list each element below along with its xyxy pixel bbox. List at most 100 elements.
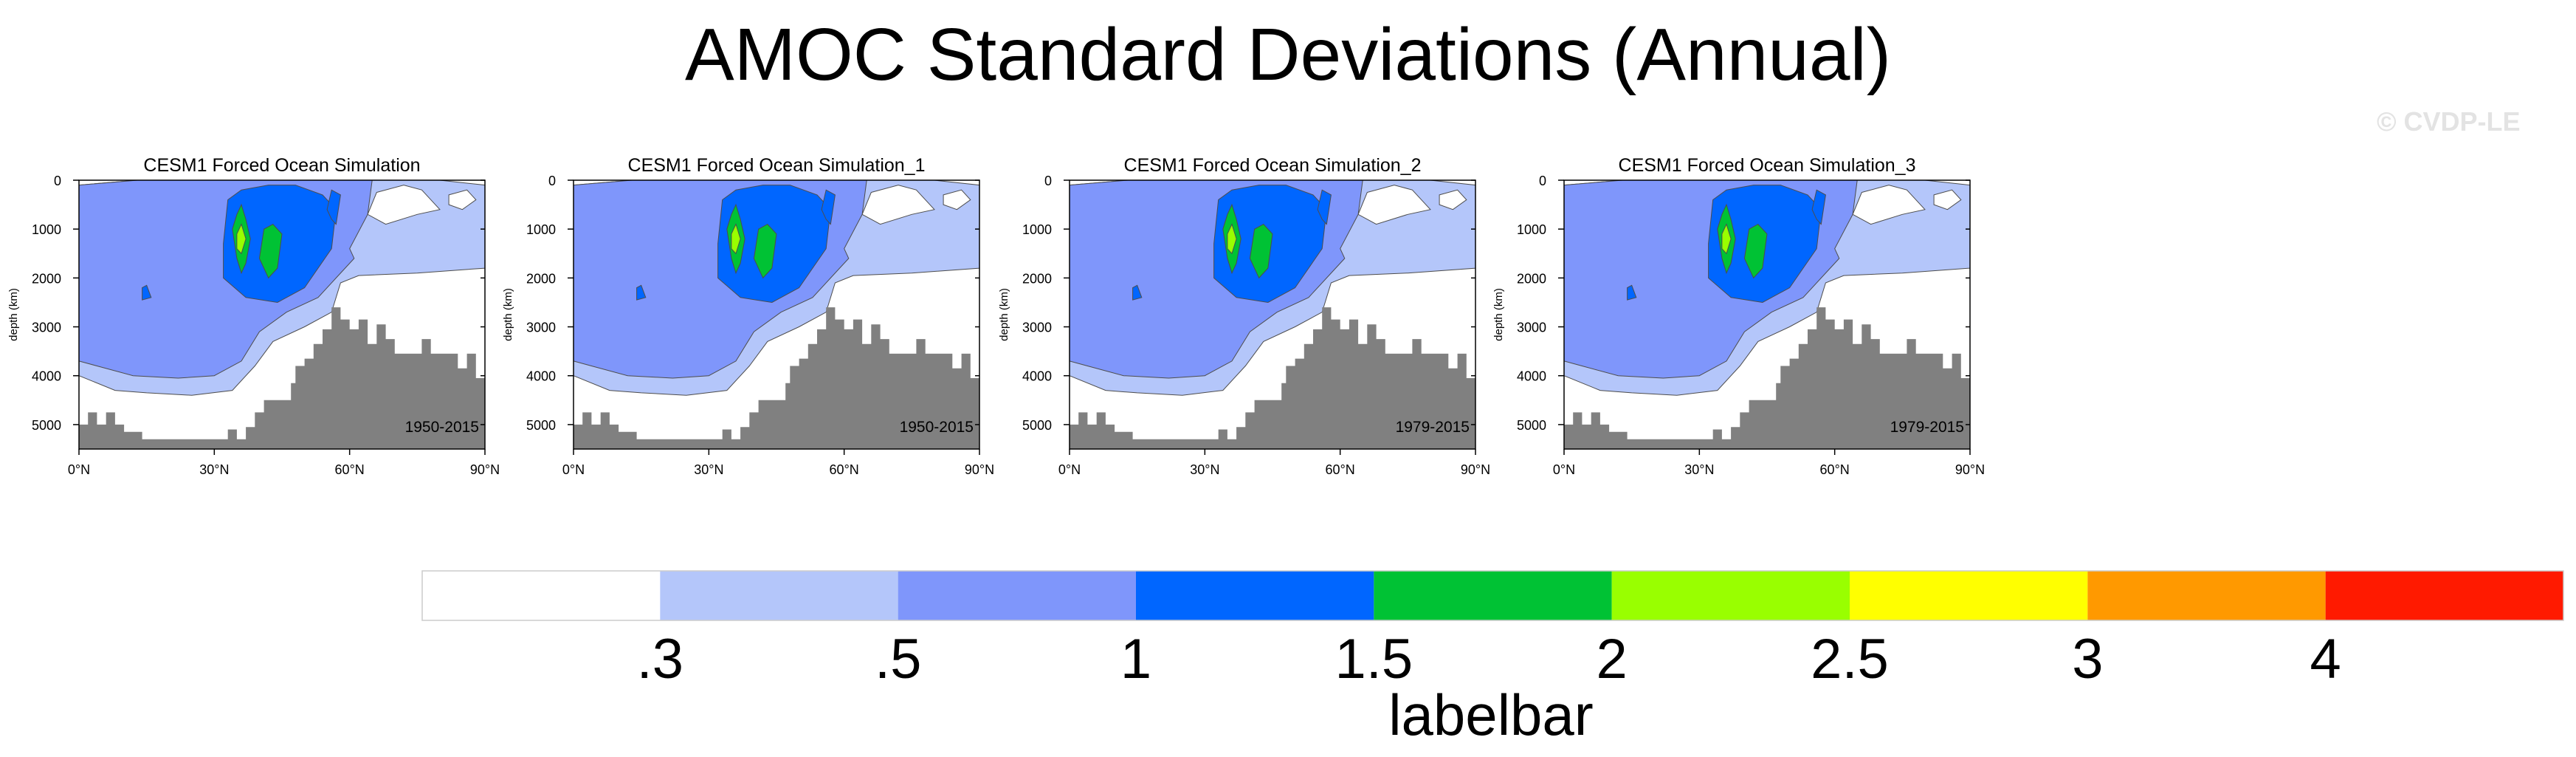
y-tick-label: 2000: [32, 271, 61, 286]
labelbar-box: [1136, 571, 1374, 620]
y-tick-label: 5000: [1517, 418, 1546, 433]
y-tick-label: 5000: [32, 418, 61, 433]
watermark: © CVDP-LE: [2377, 106, 2521, 137]
labelbar-frame: [421, 570, 2564, 621]
labelbar-tick-label: 2: [1597, 628, 1628, 691]
contour-band-1: [821, 189, 836, 225]
x-tick-label: 30°N: [1190, 462, 1219, 477]
panel-title: CESM1 Forced Ocean Simulation_2: [1124, 155, 1422, 176]
labelbar-box: [660, 571, 898, 620]
y-tick-label: 4000: [1022, 369, 1052, 384]
contour-band-2: [1721, 223, 1732, 255]
panel: CESM1 Forced Ocean Simulation_1 1950-2015…: [502, 155, 994, 477]
panel-title: CESM1 Forced Ocean Simulation_3: [1619, 155, 1916, 176]
contour-band-1: [1132, 284, 1143, 301]
y-tick-label: 0: [1044, 174, 1052, 188]
panel-title: CESM1 Forced Ocean Simulation_1: [628, 155, 926, 176]
x-tick-label: 30°N: [199, 462, 229, 477]
y-tick-label: 1000: [1517, 222, 1546, 237]
labelbar: .3 .5 1 1.5 2 2.5 3 4 labelbar: [421, 570, 2564, 747]
y-tick-label: 0: [54, 174, 61, 188]
contour-band-1: [142, 284, 152, 301]
contour-gap: [448, 189, 477, 210]
labelbar-tick-label: 3: [2072, 628, 2103, 691]
y-axis-label: depth (km): [998, 288, 1010, 341]
panel: CESM1 Forced Ocean Simulation_3 1979-2015…: [1492, 155, 1985, 477]
contour-gap: [861, 185, 935, 225]
land-bathymetry: [1070, 307, 1475, 449]
labelbar-tick-label: .3: [637, 628, 683, 691]
plot-frame: [1563, 179, 1971, 450]
period-label: 1979-2015: [1890, 419, 1964, 436]
contour-band-1.5: [1743, 223, 1768, 279]
panels: CESM1 Forced Ocean Simulation 1950-2015 0 1…: [7, 155, 1985, 477]
labelbar-box: [1611, 571, 1850, 620]
main-title: AMOC Standard Deviations (Annual): [684, 13, 1892, 96]
contour-gap: [1439, 189, 1467, 210]
labelbar-tick-label: 2.5: [1811, 628, 1889, 691]
y-axis-label: depth (km): [502, 288, 514, 341]
y-tick-label: 5000: [1022, 418, 1052, 433]
labelbar-tick-label: 1: [1120, 628, 1151, 691]
panel-title: CESM1 Forced Ocean Simulation: [143, 155, 420, 176]
x-tick-label: 60°N: [1820, 462, 1850, 477]
x-tick-label: 90°N: [1461, 462, 1490, 477]
labelbar-box: [1850, 571, 2088, 620]
y-axis-label: depth (km): [1492, 288, 1505, 341]
labelbar-tick-label: 4: [2310, 628, 2341, 691]
y-tick-label: 1000: [32, 222, 61, 237]
contour-band-2: [236, 223, 247, 255]
x-tick-label: 60°N: [335, 462, 365, 477]
panel: CESM1 Forced Ocean Simulation 1950-2015 0 1…: [7, 155, 500, 477]
contour-band-1: [326, 189, 341, 225]
panel: CESM1 Forced Ocean Simulation_2 1979-2015…: [998, 155, 1490, 477]
period-label: 1950-2015: [405, 419, 479, 436]
labelbar-title: labelbar: [1388, 682, 1594, 747]
labelbar-box: [2325, 571, 2563, 620]
land-bathymetry: [79, 307, 485, 449]
y-tick-label: 3000: [1022, 321, 1052, 335]
y-tick-label: 1000: [526, 222, 556, 237]
y-tick-label: 3000: [526, 321, 556, 335]
y-tick-label: 0: [1539, 174, 1546, 188]
x-tick-label: 0°N: [1058, 462, 1081, 477]
x-tick-label: 90°N: [965, 462, 994, 477]
y-tick-label: 0: [548, 174, 556, 188]
land-bathymetry: [574, 307, 979, 449]
x-tick-label: 30°N: [1684, 462, 1714, 477]
land-bathymetry: [1564, 307, 1970, 449]
contour-band-1: [1317, 189, 1332, 225]
contour-band-1: [1627, 284, 1637, 301]
contour-gap: [1357, 185, 1431, 225]
x-tick-label: 0°N: [1553, 462, 1575, 477]
x-tick-label: 0°N: [68, 462, 90, 477]
plot-frame: [573, 179, 980, 450]
contour-band-2: [731, 223, 741, 255]
y-tick-label: 2000: [1022, 271, 1052, 286]
labelbar-box: [422, 571, 661, 620]
contour-band-1.5: [1249, 223, 1273, 279]
y-tick-label: 4000: [32, 369, 61, 384]
labelbar-tick-label: .5: [875, 628, 921, 691]
labelbar-box: [2087, 571, 2326, 620]
plot-frame: [1069, 179, 1476, 450]
y-axis-label: depth (km): [7, 288, 20, 341]
x-tick-label: 60°N: [1326, 462, 1355, 477]
x-tick-label: 90°N: [1955, 462, 1985, 477]
x-tick-label: 30°N: [694, 462, 723, 477]
y-tick-label: 1000: [1022, 222, 1052, 237]
contour-gap: [943, 189, 971, 210]
y-tick-label: 5000: [526, 418, 556, 433]
contour-band-1: [1811, 189, 1826, 225]
period-label: 1979-2015: [1396, 419, 1470, 436]
x-tick-label: 60°N: [830, 462, 859, 477]
contour-gap: [1933, 189, 1962, 210]
labelbar-box: [898, 571, 1136, 620]
y-tick-label: 2000: [1517, 271, 1546, 286]
contour-gap: [367, 185, 441, 225]
y-tick-label: 4000: [1517, 369, 1546, 384]
plot-frame: [78, 179, 486, 450]
y-tick-label: 3000: [1517, 321, 1546, 335]
y-tick-label: 2000: [526, 271, 556, 286]
